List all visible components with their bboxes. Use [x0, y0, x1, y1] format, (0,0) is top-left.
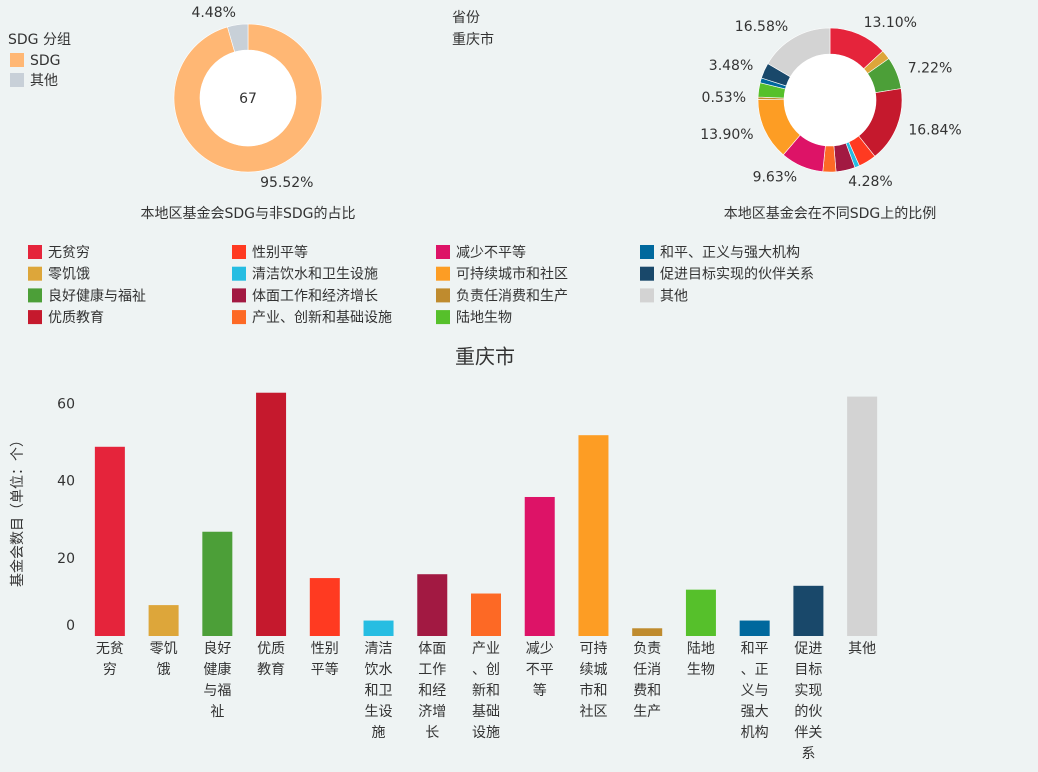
center-label: 67	[239, 91, 257, 107]
legend-label: 促进目标实现的伙伴关系	[660, 267, 814, 283]
legend-title: SDG 分组	[8, 32, 71, 48]
bar-title: 重庆市	[455, 345, 515, 369]
legend-label: 其他	[660, 288, 688, 304]
y-tick-label: 40	[57, 474, 75, 490]
legend-label: 陆地生物	[456, 310, 512, 326]
legend-swatch	[436, 266, 450, 281]
legend-swatch	[640, 245, 654, 259]
x-tick-label: 产业、创新和基础设施	[472, 641, 500, 741]
legend-label: 优质教育	[48, 310, 104, 326]
x-tick-label: 和平、正义与强大机构	[741, 641, 769, 741]
donut-hole	[784, 54, 876, 146]
data-label: 13.10%	[864, 15, 917, 31]
data-label: 4.28%	[848, 174, 892, 190]
x-tick-label: 促进目标实现的伙伴关系	[794, 641, 822, 762]
legend-swatch	[640, 288, 654, 303]
x-tick-label: 无贫穷	[96, 641, 124, 678]
y-tick-label: 20	[57, 551, 75, 567]
legend-swatch	[232, 266, 246, 281]
bar	[148, 605, 179, 636]
bar	[847, 396, 878, 636]
data-label: 95.52%	[260, 175, 313, 191]
legend-label: 清洁饮水和卫生设施	[252, 267, 378, 283]
x-tick-label: 体面工作和经济增长	[418, 641, 446, 741]
legend-swatch	[28, 310, 42, 325]
data-label: 7.22%	[908, 60, 952, 76]
legend-swatch	[640, 266, 654, 281]
legend-label: 体面工作和经济增长	[252, 288, 378, 304]
bar	[685, 589, 716, 636]
legend-swatch	[28, 245, 42, 259]
data-label: 9.63%	[753, 169, 797, 185]
legend-swatch	[10, 53, 24, 67]
legend-swatch	[28, 266, 42, 281]
legend-label: 其他	[30, 73, 58, 89]
legend-label: 负责任消费和生产	[456, 288, 568, 304]
bar	[793, 585, 824, 636]
filter-value: 重庆市	[452, 31, 494, 48]
data-label: 16.58%	[735, 19, 788, 35]
x-tick-label: 可持续城市和社区	[579, 641, 607, 720]
x-tick-label: 性别平等	[311, 641, 339, 678]
bar	[417, 574, 448, 636]
legend-swatch	[436, 288, 450, 303]
y-tick-label: 0	[66, 618, 75, 634]
x-tick-label: 零饥饿	[150, 641, 178, 678]
x-tick-label: 优质教育	[257, 641, 285, 678]
x-tick-label: 负责任消费和生产	[633, 641, 661, 720]
x-tick-label: 陆地生物	[687, 641, 715, 678]
legend-label: 性别平等	[252, 244, 308, 261]
legend-label: 无贫穷	[48, 245, 90, 261]
legend-swatch	[436, 245, 450, 259]
bar	[202, 531, 233, 636]
x-tick-label: 减少不平等	[526, 641, 554, 699]
bar	[578, 435, 609, 636]
data-label: 3.48%	[709, 58, 753, 74]
bar	[632, 628, 663, 636]
y-axis-label: 基金会数目（单位：个）	[9, 433, 26, 587]
legend-label: SDG	[30, 53, 61, 69]
donut-title: 本地区基金会在不同SDG上的比例	[724, 205, 937, 222]
bar	[471, 593, 501, 636]
x-tick-label: 良好健康与福祉	[203, 641, 231, 720]
filter-label: 省份	[452, 10, 480, 26]
x-tick-label: 其他	[848, 641, 876, 657]
legend-label: 产业、创新和基础设施	[252, 309, 392, 326]
y-tick-label: 60	[57, 396, 75, 412]
legend-label: 零饥饿	[48, 267, 90, 283]
bar	[524, 496, 555, 636]
bar	[309, 578, 340, 636]
legend-label: 减少不平等	[456, 244, 526, 261]
legend-swatch	[28, 288, 42, 303]
data-label: 0.53%	[702, 90, 746, 106]
bar	[739, 620, 770, 636]
donut-title: 本地区基金会SDG与非SDG的占比	[140, 205, 355, 222]
legend-swatch	[232, 310, 246, 325]
data-label: 16.84%	[908, 122, 961, 138]
legend-label: 和平、正义与强大机构	[660, 245, 800, 261]
data-label: 13.90%	[700, 127, 753, 143]
legend-swatch	[232, 288, 246, 303]
legend-swatch	[436, 310, 450, 325]
legend-label: 可持续城市和社区	[456, 266, 568, 283]
bar	[94, 446, 125, 636]
x-tick-label: 清洁饮水和卫生设施	[365, 641, 393, 741]
legend-swatch	[10, 73, 24, 87]
data-label: 4.48%	[191, 5, 235, 21]
donut-hole	[200, 50, 296, 146]
bar	[256, 392, 287, 636]
legend-swatch	[232, 245, 246, 259]
legend-label: 良好健康与福祉	[48, 287, 146, 304]
bar	[363, 620, 394, 636]
